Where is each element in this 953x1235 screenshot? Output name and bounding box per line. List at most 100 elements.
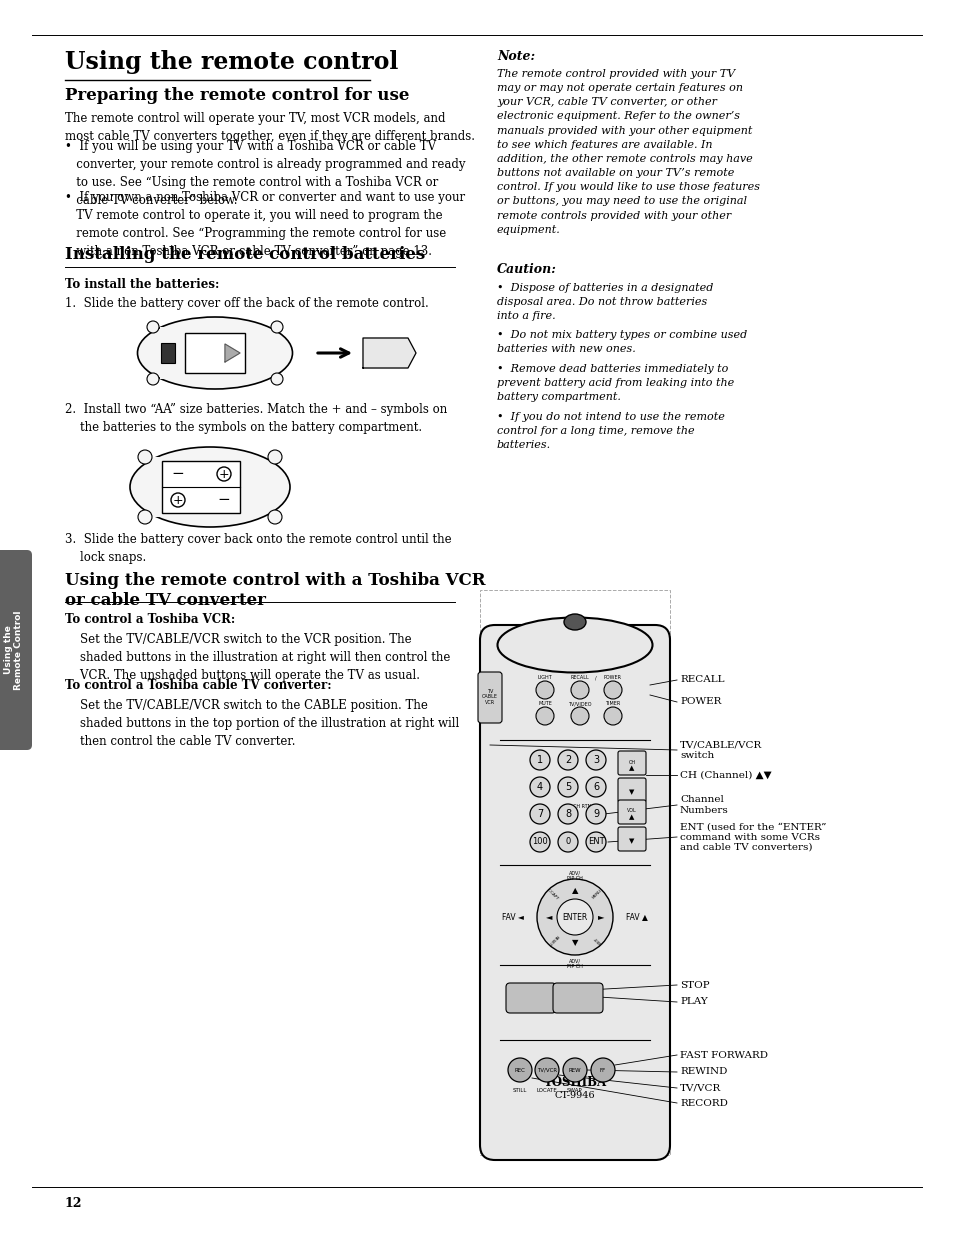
Circle shape	[530, 777, 550, 797]
Text: POWER: POWER	[603, 676, 621, 680]
Circle shape	[530, 804, 550, 824]
Circle shape	[530, 750, 550, 769]
FancyBboxPatch shape	[479, 625, 669, 1160]
Text: POWER: POWER	[679, 698, 720, 706]
Text: STOP: STOP	[524, 993, 537, 998]
FancyBboxPatch shape	[618, 827, 645, 851]
Text: To install the batteries:: To install the batteries:	[65, 278, 219, 291]
Circle shape	[603, 680, 621, 699]
FancyBboxPatch shape	[618, 751, 645, 776]
Bar	[161, 343, 174, 363]
Circle shape	[537, 879, 613, 955]
Text: CH (Channel) ▲▼: CH (Channel) ▲▼	[679, 771, 771, 779]
Text: PLAY: PLAY	[679, 998, 707, 1007]
FancyBboxPatch shape	[505, 983, 556, 1013]
Text: 1: 1	[537, 755, 542, 764]
Text: CH RTN: CH RTN	[572, 804, 591, 809]
Text: ENT (used for the “ENTER”
command with some VCRs
and cable TV converters): ENT (used for the “ENTER” command with s…	[679, 823, 825, 852]
Circle shape	[585, 750, 605, 769]
Text: TV/VCR: TV/VCR	[537, 1067, 557, 1072]
Circle shape	[562, 1058, 586, 1082]
Text: 2.  Install two “AA” size batteries. Match the + and – symbols on
    the batter: 2. Install two “AA” size batteries. Matc…	[65, 403, 447, 433]
Text: C.CAPT: C.CAPT	[545, 888, 558, 902]
FancyBboxPatch shape	[618, 778, 645, 802]
Ellipse shape	[137, 317, 293, 389]
Text: FAV ▲: FAV ▲	[625, 913, 647, 921]
Text: Set the TV/CABLE/VCR switch to the CABLE position. The
    shaded buttons in the: Set the TV/CABLE/VCR switch to the CABLE…	[65, 699, 458, 748]
Text: SOURCE: SOURCE	[520, 999, 540, 1004]
FancyBboxPatch shape	[553, 983, 602, 1013]
Text: Set the TV/CABLE/VCR switch to the VCR position. The
    shaded buttons in the i: Set the TV/CABLE/VCR switch to the VCR p…	[65, 634, 450, 682]
Circle shape	[558, 832, 578, 852]
Text: PIP: PIP	[575, 999, 582, 1004]
Text: 12: 12	[65, 1197, 82, 1210]
Text: ▼: ▼	[629, 839, 634, 844]
Text: RECORD: RECORD	[679, 1098, 727, 1108]
Text: MUTE: MUTE	[537, 701, 552, 706]
Text: ►: ►	[598, 913, 603, 921]
Text: +: +	[172, 494, 183, 506]
Text: LOCATE: LOCATE	[536, 1088, 557, 1093]
Text: ENT: ENT	[587, 837, 603, 846]
Text: 9: 9	[593, 809, 598, 819]
Bar	[150, 457, 245, 517]
Text: RECALL: RECALL	[679, 676, 723, 684]
Text: RECALL: RECALL	[570, 676, 589, 680]
Text: 2: 2	[564, 755, 571, 764]
Text: ▲: ▲	[571, 887, 578, 895]
Text: The remote control will operate your TV, most VCR models, and
most cable TV conv: The remote control will operate your TV,…	[65, 112, 475, 143]
Text: TIMER: TIMER	[605, 701, 620, 706]
Circle shape	[138, 510, 152, 524]
Text: ENTER: ENTER	[561, 913, 587, 921]
Text: Installing the remote control batteries: Installing the remote control batteries	[65, 246, 425, 263]
Text: TV
CABLE
VCR: TV CABLE VCR	[481, 689, 497, 705]
Circle shape	[138, 450, 152, 464]
Circle shape	[268, 510, 282, 524]
Text: REC: REC	[514, 1067, 525, 1072]
Text: •  Do not mix battery types or combine used
batteries with new ones.: • Do not mix battery types or combine us…	[497, 331, 746, 354]
Circle shape	[585, 777, 605, 797]
Bar	[479, 590, 669, 1155]
Text: MENU: MENU	[591, 889, 602, 900]
Text: TV/VCR: TV/VCR	[679, 1083, 720, 1093]
FancyBboxPatch shape	[477, 672, 501, 722]
Circle shape	[557, 899, 593, 935]
Circle shape	[585, 832, 605, 852]
Circle shape	[147, 373, 159, 385]
Text: •  If you own a non-Toshiba VCR or converter and want to use your
   TV remote c: • If you own a non-Toshiba VCR or conver…	[65, 191, 465, 258]
Circle shape	[585, 804, 605, 824]
Text: Using the
Remote Control: Using the Remote Control	[4, 610, 23, 690]
Bar	[162, 461, 240, 513]
Text: REWIND: REWIND	[679, 1067, 726, 1077]
Text: •  If you do not intend to use the remote
control for a long time, remove the
ba: • If you do not intend to use the remote…	[497, 412, 724, 450]
Text: Note:: Note:	[497, 49, 535, 63]
Polygon shape	[363, 338, 416, 368]
Text: FF: FF	[599, 1067, 605, 1072]
Circle shape	[147, 321, 159, 333]
Circle shape	[507, 1058, 532, 1082]
Text: 8: 8	[564, 809, 571, 819]
Text: CT-9946: CT-9946	[554, 1092, 595, 1100]
FancyBboxPatch shape	[0, 550, 32, 750]
Text: 0: 0	[565, 837, 570, 846]
Bar	[160, 327, 245, 379]
Text: 1.  Slide the battery cover off the back of the remote control.: 1. Slide the battery cover off the back …	[65, 296, 428, 310]
Circle shape	[535, 1058, 558, 1082]
Text: 7: 7	[537, 809, 542, 819]
Ellipse shape	[563, 614, 585, 630]
Text: ▲: ▲	[629, 764, 634, 771]
Text: SWAP: SWAP	[566, 1088, 582, 1093]
Text: VOL: VOL	[626, 809, 637, 814]
Circle shape	[571, 706, 588, 725]
Bar	[185, 333, 245, 373]
Text: −: −	[172, 467, 184, 482]
Text: PIP CH: PIP CH	[566, 963, 582, 968]
Text: ◄: ◄	[545, 913, 552, 921]
Text: STOP: STOP	[679, 981, 709, 989]
Circle shape	[268, 450, 282, 464]
Circle shape	[558, 777, 578, 797]
Text: 4: 4	[537, 782, 542, 792]
Text: Channel
Numbers: Channel Numbers	[679, 795, 728, 815]
Text: /: /	[595, 676, 597, 680]
Text: TV/CABLE/VCR
switch: TV/CABLE/VCR switch	[679, 740, 761, 760]
